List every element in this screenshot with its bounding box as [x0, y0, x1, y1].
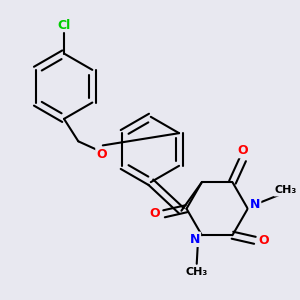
Text: O: O: [150, 207, 160, 220]
Text: O: O: [259, 234, 269, 247]
Text: N: N: [250, 198, 260, 211]
Text: O: O: [237, 144, 248, 157]
Text: O: O: [97, 148, 107, 161]
Text: CH₃: CH₃: [186, 267, 208, 277]
Text: N: N: [190, 233, 200, 246]
Text: Cl: Cl: [57, 20, 70, 32]
Text: CH₃: CH₃: [274, 185, 297, 195]
